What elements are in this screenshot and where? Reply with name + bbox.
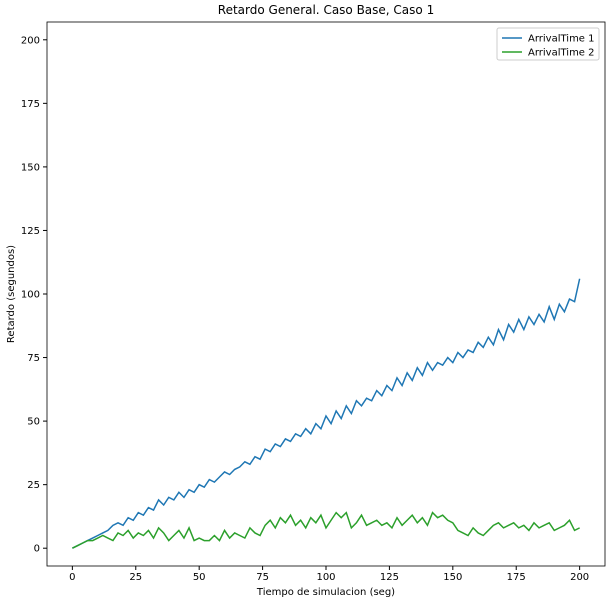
legend-label: ArrivalTime 1 (528, 34, 595, 45)
y-tick-label: 150 (21, 162, 40, 173)
legend-label: ArrivalTime 2 (528, 48, 595, 59)
data-line (72, 511, 580, 549)
y-tick-label: 0 (34, 544, 40, 555)
x-tick-label: 200 (570, 572, 589, 583)
x-tick-label: 25 (129, 572, 142, 583)
y-axis-label: Retardo (segundos) (6, 245, 17, 343)
y-tick-label: 200 (21, 35, 40, 46)
y-tick-label: 50 (27, 417, 40, 428)
y-tick-label: 175 (21, 99, 40, 110)
y-tick-label: 25 (27, 480, 40, 491)
chart-title: Retardo General. Caso Base, Caso 1 (218, 3, 434, 17)
x-tick-label: 100 (316, 572, 335, 583)
y-tick-label: 125 (21, 226, 40, 237)
plot-frame (46, 21, 606, 567)
data-line (72, 278, 581, 549)
x-tick-label: 75 (256, 572, 269, 583)
x-tick-label: 0 (69, 572, 75, 583)
y-tick-label: 100 (21, 290, 40, 301)
x-tick-label: 175 (507, 572, 526, 583)
legend-box (496, 27, 600, 61)
x-axis-label: Tiempo de simulacion (seg) (256, 587, 395, 598)
x-tick-label: 150 (443, 572, 462, 583)
y-tick-label: 75 (27, 353, 40, 364)
x-tick-label: 125 (380, 572, 399, 583)
x-tick-label: 50 (193, 572, 206, 583)
